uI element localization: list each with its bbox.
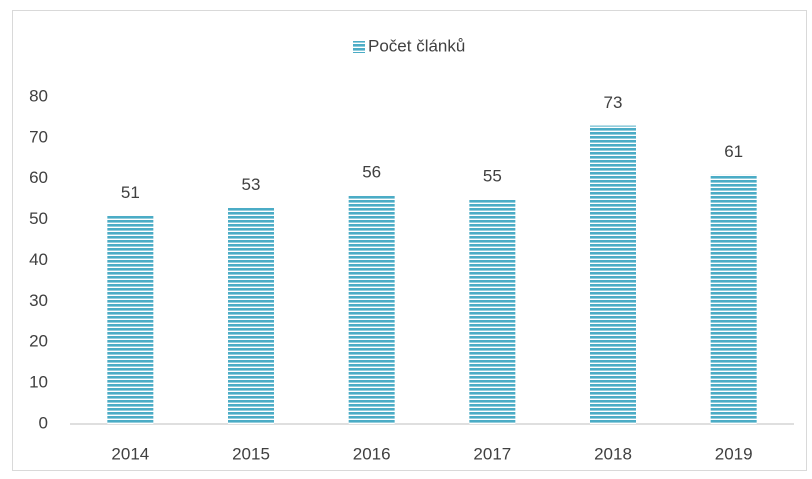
legend-swatch xyxy=(353,41,365,53)
bar xyxy=(107,215,154,424)
x-tick-label: 2017 xyxy=(473,444,511,463)
x-tick-label: 2018 xyxy=(594,444,632,463)
x-tick-label: 2014 xyxy=(111,444,149,463)
bar xyxy=(348,195,395,424)
bar xyxy=(590,125,636,425)
x-tick-label: 2015 xyxy=(232,444,270,463)
y-tick-label: 60 xyxy=(29,168,48,187)
y-tick-label: 0 xyxy=(39,413,48,432)
y-tick-label: 30 xyxy=(29,291,48,310)
bar xyxy=(469,199,516,424)
y-tick-label: 40 xyxy=(29,250,48,269)
y-tick-label: 80 xyxy=(29,86,48,105)
bar xyxy=(228,207,274,424)
data-label: 56 xyxy=(362,163,381,182)
data-label: 73 xyxy=(604,93,623,112)
y-tick-label: 70 xyxy=(29,127,48,146)
y-tick-label: 10 xyxy=(29,373,48,392)
legend-label: Počet článků xyxy=(368,36,465,55)
data-label: 61 xyxy=(724,142,743,161)
x-tick-label: 2016 xyxy=(353,444,391,463)
data-label: 53 xyxy=(242,175,261,194)
data-label: 51 xyxy=(121,183,140,202)
bar xyxy=(710,174,757,424)
y-tick-label: 50 xyxy=(29,209,48,228)
data-label: 55 xyxy=(483,167,502,186)
x-tick-label: 2019 xyxy=(715,444,753,463)
y-tick-label: 20 xyxy=(29,332,48,351)
